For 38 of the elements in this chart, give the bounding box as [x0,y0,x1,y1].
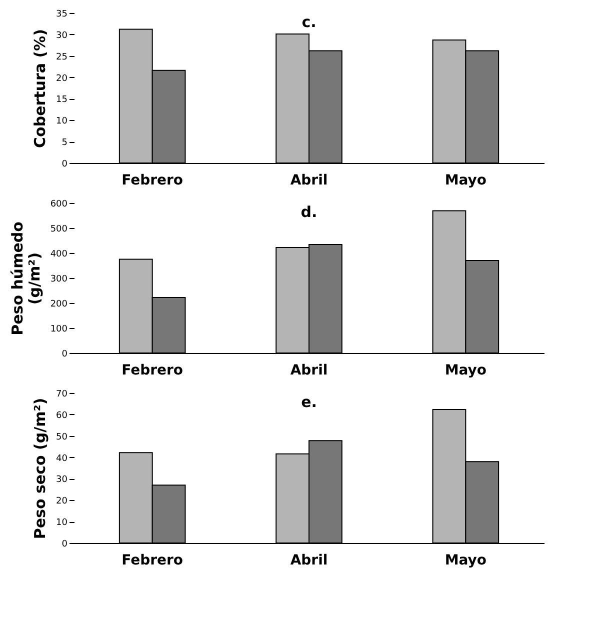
y-tick-label: 50 [56,432,68,442]
y-axis-title: Cobertura (%) [31,29,50,148]
y-tick-label: 25 [56,52,68,62]
x-tick-label: Mayo [444,552,487,568]
y-tick-label: 30 [56,30,68,41]
x-tick-label: Mayo [444,362,487,378]
y-tick-label: 20 [56,74,68,84]
x-tick-label: Abril [290,552,328,568]
y-tick-label: 200 [50,300,68,310]
y-tick-label: 15 [56,95,68,106]
x-tick-label: Abril [290,362,328,378]
y-tick-label: 35 [56,10,68,20]
y-tick-label: 10 [56,116,68,127]
y-tick-label: 100 [50,324,68,334]
x-tick-label: Abril [290,172,328,188]
y-tick-label: 10 [56,518,68,528]
y-tick-label: 0 [62,540,68,550]
y-tick-label: 30 [56,475,68,486]
x-tick-label: Febrero [122,552,184,568]
x-tick-label: Febrero [122,362,184,378]
x-tick-label: Febrero [122,172,184,188]
annotation: c. [302,13,316,31]
annotation: e. [301,393,317,411]
x-tick-label: Mayo [444,172,487,188]
y-tick-label: 0 [62,350,68,360]
y-tick-label: 5 [62,138,68,148]
y-tick-label: 70 [56,390,68,400]
y-tick-label: 600 [50,200,68,210]
y-tick-label: 400 [50,250,68,260]
y-tick-label: 20 [56,496,68,507]
y-tick-label: 0 [62,160,68,170]
y-tick-label: 40 [56,454,68,464]
y-tick-label: 60 [56,410,68,421]
y-tick-label: 500 [50,224,68,234]
y-tick-label: 300 [50,274,68,284]
y-axis-title: Peso seco (g/m²) [31,398,50,540]
annotation: d. [300,203,318,221]
y-axis-title: Peso húmedo (g/m²) [8,222,44,336]
